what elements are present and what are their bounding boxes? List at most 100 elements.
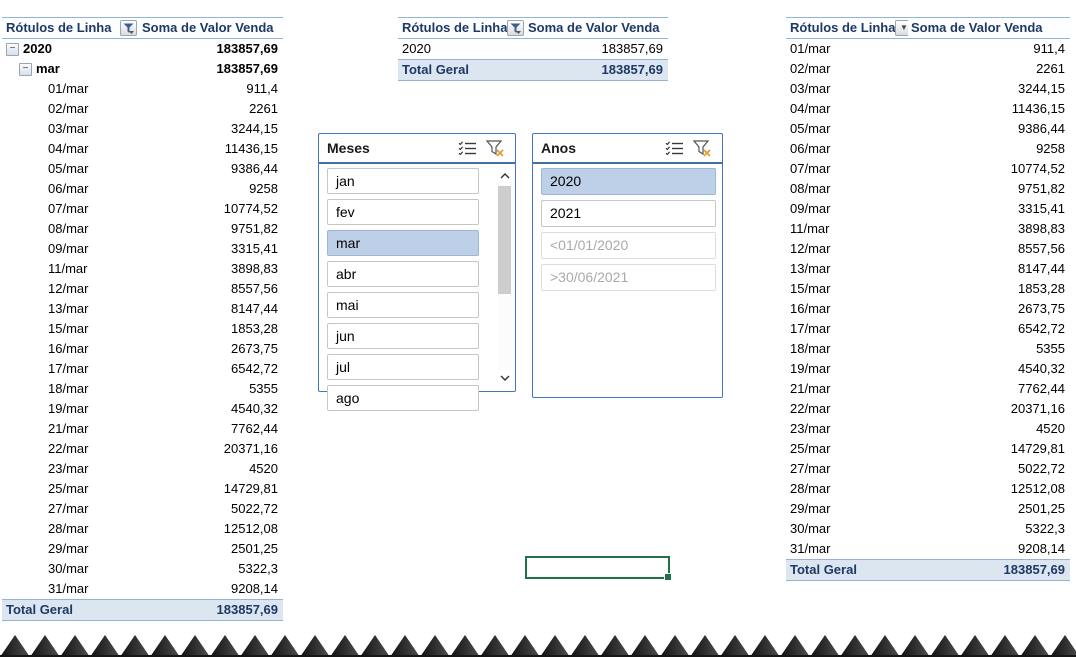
values-header[interactable]: Soma de Valor Venda <box>911 20 1043 35</box>
grand-total-value[interactable]: 183857,69 <box>1003 562 1065 577</box>
day-value-cell[interactable]: 8557,56 <box>1018 241 1065 256</box>
day-label-cell[interactable]: 02/mar <box>48 101 89 116</box>
day-label-cell[interactable]: 05/mar <box>790 121 831 136</box>
day-label-cell[interactable]: 16/mar <box>48 341 89 356</box>
day-label-cell[interactable]: 08/mar <box>790 181 831 196</box>
day-value-cell[interactable]: 4540,32 <box>231 401 278 416</box>
slicer-item[interactable]: fev <box>327 199 479 225</box>
day-value-cell[interactable]: 5022,72 <box>231 501 278 516</box>
grand-total-label[interactable]: Total Geral <box>402 62 469 77</box>
day-label-cell[interactable]: 06/mar <box>48 181 89 196</box>
slicer-item[interactable]: mai <box>327 292 479 318</box>
multi-select-button[interactable] <box>662 138 686 158</box>
day-value-cell[interactable]: 11436,15 <box>1011 101 1065 116</box>
day-label-cell[interactable]: 01/mar <box>48 81 89 96</box>
day-value-cell[interactable]: 5355 <box>1036 341 1065 356</box>
scroll-down-button[interactable] <box>497 370 512 386</box>
day-value-cell[interactable]: 20371,16 <box>223 441 278 456</box>
day-value-cell[interactable]: 1853,28 <box>1018 281 1065 296</box>
day-label-cell[interactable]: 05/mar <box>48 161 89 176</box>
day-label-cell[interactable]: 13/mar <box>48 301 89 316</box>
day-value-cell[interactable]: 9751,82 <box>1018 181 1065 196</box>
values-header[interactable]: Soma de Valor Venda <box>528 20 660 35</box>
day-label-cell[interactable]: 19/mar <box>48 401 89 416</box>
day-label-cell[interactable]: 22/mar <box>48 441 89 456</box>
day-label-cell[interactable]: 27/mar <box>48 501 89 516</box>
slicer-item[interactable]: ago <box>327 385 479 411</box>
year-value-cell[interactable]: 183857,69 <box>216 41 278 56</box>
slicer-item[interactable]: jan <box>327 168 479 194</box>
day-value-cell[interactable]: 2261 <box>1036 61 1065 76</box>
year-value-cell[interactable]: 183857,69 <box>601 41 663 56</box>
day-label-cell[interactable]: 03/mar <box>790 81 831 96</box>
day-value-cell[interactable]: 2261 <box>249 101 278 116</box>
values-header[interactable]: Soma de Valor Venda <box>142 20 274 35</box>
day-value-cell[interactable]: 3244,15 <box>1018 81 1065 96</box>
day-label-cell[interactable]: 07/mar <box>48 201 89 216</box>
clear-filter-button[interactable] <box>690 138 714 158</box>
day-label-cell[interactable]: 28/mar <box>790 481 831 496</box>
selected-cell[interactable] <box>525 556 672 581</box>
day-label-cell[interactable]: 09/mar <box>790 201 831 216</box>
day-value-cell[interactable]: 8147,44 <box>231 301 278 316</box>
day-value-cell[interactable]: 12512,08 <box>223 521 278 536</box>
multi-select-button[interactable] <box>455 138 479 158</box>
grand-total-value[interactable]: 183857,69 <box>216 602 278 617</box>
collapse-minus-icon[interactable]: − <box>6 42 19 56</box>
day-value-cell[interactable]: 3898,83 <box>1018 221 1065 236</box>
day-label-cell[interactable]: 18/mar <box>48 381 89 396</box>
day-label-cell[interactable]: 18/mar <box>790 341 831 356</box>
day-label-cell[interactable]: 13/mar <box>790 261 831 276</box>
day-value-cell[interactable]: 9386,44 <box>231 161 278 176</box>
day-value-cell[interactable]: 8557,56 <box>231 281 278 296</box>
day-value-cell[interactable]: 6542,72 <box>1018 321 1065 336</box>
slicer-item[interactable]: <01/01/2020 <box>541 232 716 259</box>
day-value-cell[interactable]: 5355 <box>249 381 278 396</box>
day-value-cell[interactable]: 10774,52 <box>223 201 278 216</box>
day-value-cell[interactable]: 3315,41 <box>1018 201 1065 216</box>
row-labels-header-cell[interactable]: Rótulos de Linha ▼ <box>786 18 908 38</box>
day-value-cell[interactable]: 12512,08 <box>1010 481 1065 496</box>
day-label-cell[interactable]: 07/mar <box>790 161 831 176</box>
day-value-cell[interactable]: 3898,83 <box>231 261 278 276</box>
day-value-cell[interactable]: 911,4 <box>246 81 278 96</box>
slicer-item[interactable]: >30/06/2021 <box>541 264 716 291</box>
day-value-cell[interactable]: 1853,28 <box>231 321 278 336</box>
clear-filter-button[interactable] <box>483 138 507 158</box>
scroll-up-button[interactable] <box>497 168 512 184</box>
day-label-cell[interactable]: 22/mar <box>790 401 831 416</box>
day-value-cell[interactable]: 5022,72 <box>1018 461 1065 476</box>
day-value-cell[interactable]: 2673,75 <box>1018 301 1065 316</box>
day-value-cell[interactable]: 9208,14 <box>1018 541 1065 556</box>
slicer-item[interactable]: jul <box>327 354 479 380</box>
day-value-cell[interactable]: 2501,25 <box>231 541 278 556</box>
day-label-cell[interactable]: 15/mar <box>790 281 831 296</box>
day-value-cell[interactable]: 2673,75 <box>231 341 278 356</box>
year-label-cell[interactable]: 2020 <box>402 41 431 56</box>
month-label-cell[interactable]: − mar <box>2 59 139 79</box>
day-label-cell[interactable]: 17/mar <box>790 321 831 336</box>
row-labels-header-cell[interactable]: Rótulos de Linha <box>2 18 139 38</box>
day-label-cell[interactable]: 29/mar <box>48 541 89 556</box>
day-label-cell[interactable]: 04/mar <box>790 101 831 116</box>
day-value-cell[interactable]: 11436,15 <box>224 141 278 156</box>
day-label-cell[interactable]: 27/mar <box>790 461 831 476</box>
day-label-cell[interactable]: 21/mar <box>48 421 89 436</box>
slicer-item[interactable]: jun <box>327 323 479 349</box>
day-value-cell[interactable]: 9751,82 <box>231 221 278 236</box>
day-label-cell[interactable]: 29/mar <box>790 501 831 516</box>
day-label-cell[interactable]: 28/mar <box>48 521 89 536</box>
day-value-cell[interactable]: 5322,3 <box>1025 521 1065 536</box>
day-value-cell[interactable]: 7762,44 <box>231 421 278 436</box>
day-value-cell[interactable]: 10774,52 <box>1010 161 1065 176</box>
day-label-cell[interactable]: 12/mar <box>48 281 89 296</box>
day-value-cell[interactable]: 14729,81 <box>1010 441 1065 456</box>
day-label-cell[interactable]: 17/mar <box>48 361 89 376</box>
day-value-cell[interactable]: 8147,44 <box>1018 261 1065 276</box>
day-label-cell[interactable]: 30/mar <box>790 521 831 536</box>
day-value-cell[interactable]: 911,4 <box>1033 41 1065 56</box>
day-value-cell[interactable]: 2501,25 <box>1018 501 1065 516</box>
day-label-cell[interactable]: 30/mar <box>48 561 89 576</box>
year-label-cell[interactable]: − 2020 <box>2 39 139 59</box>
day-label-cell[interactable]: 02/mar <box>790 61 831 76</box>
